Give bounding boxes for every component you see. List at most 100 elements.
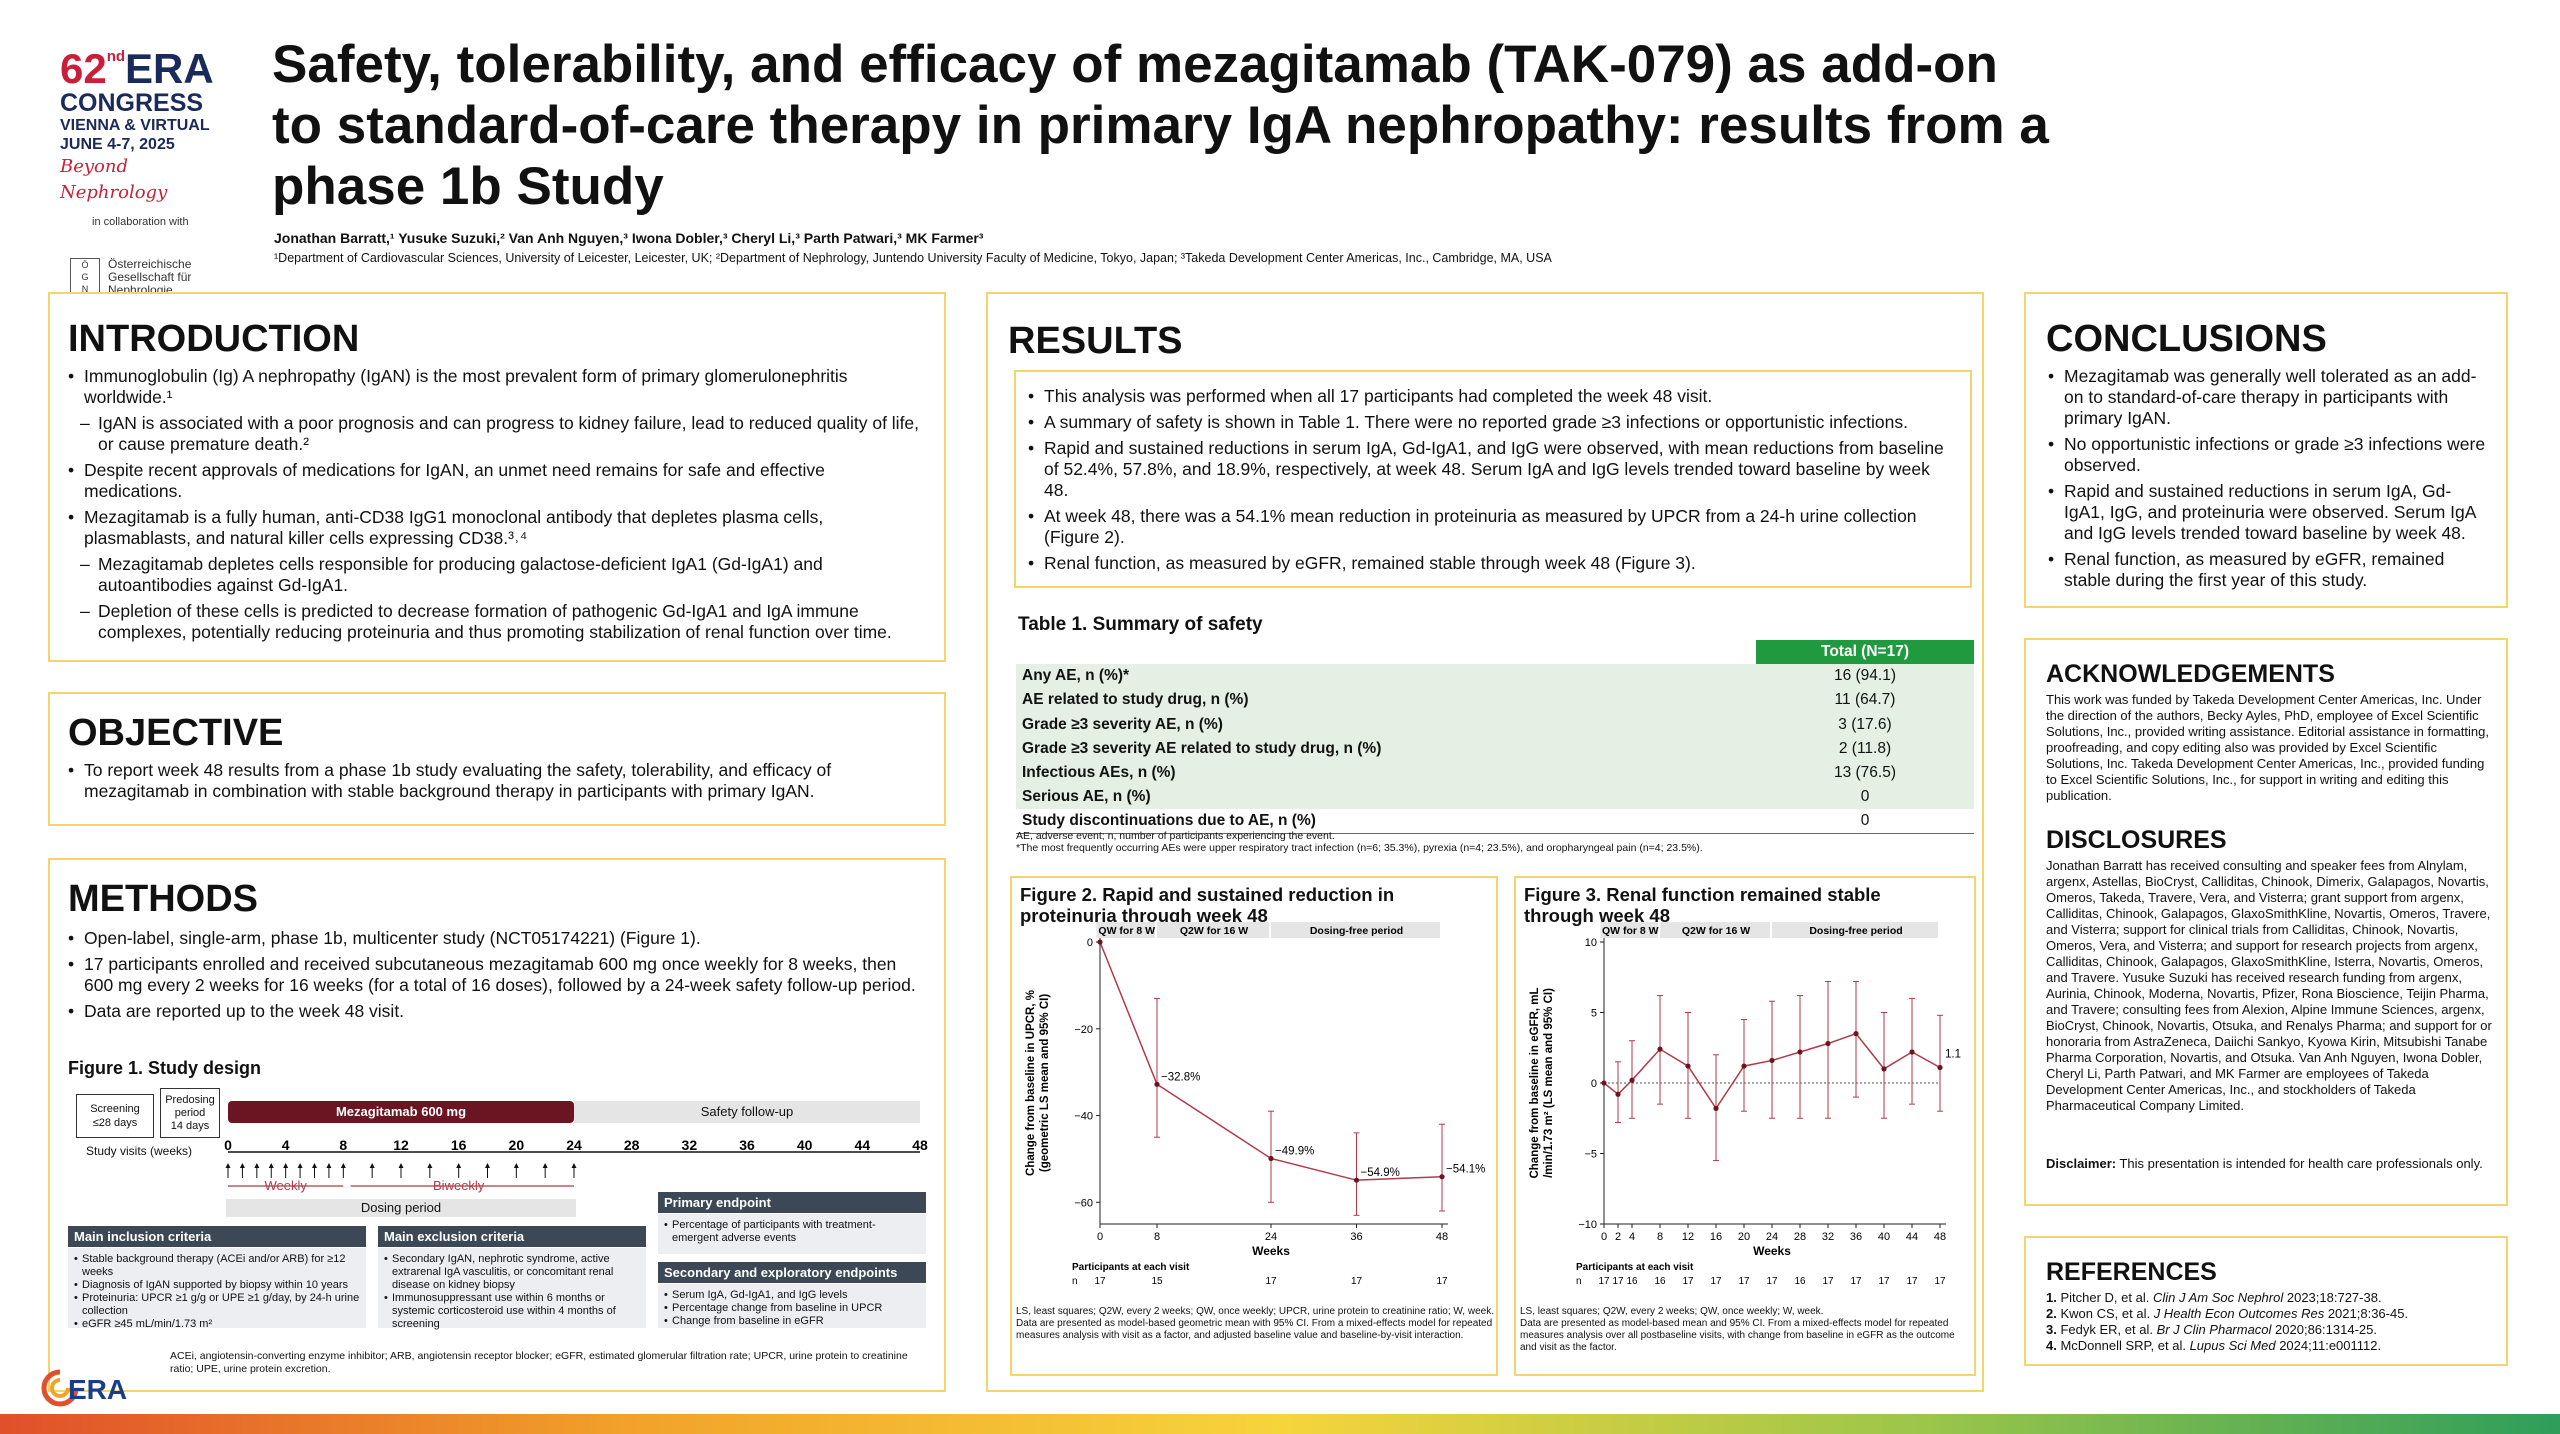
y-tick-label: −40: [1074, 1111, 1093, 1123]
x-tick-label: 8: [1657, 1231, 1663, 1243]
x-tick-label: 32: [1822, 1231, 1834, 1243]
references-panel: REFERENCES 1. Pitcher D, et al. Clin J A…: [2024, 1236, 2508, 1366]
table-row: AE related to study drug, n (%) 11 (64.7): [1016, 688, 1974, 713]
dose-arrow-head: [571, 1163, 577, 1168]
congress-logo: 62ndERA CONGRESS VIENNA & VIRTUAL JUNE 4…: [60, 36, 240, 298]
figure2-panel: Figure 2. Rapid and sustained reduction …: [1010, 876, 1498, 1376]
participants-n-label: n: [1072, 1276, 1078, 1287]
dose-arrow-head: [225, 1163, 231, 1168]
list-item: At week 48, there was a 54.1% mean reduc…: [1028, 506, 1958, 548]
data-point: [1353, 1177, 1360, 1183]
data-point: [1881, 1066, 1887, 1072]
x-tick-label: 2: [1615, 1231, 1621, 1243]
x-tick-label: 48: [1436, 1231, 1448, 1243]
row-value: 0: [1860, 812, 1870, 830]
table1-footnote2: *The most frequently occurring AEs were …: [1016, 842, 1703, 854]
conclusions-title: CONCLUSIONS: [2046, 318, 2327, 360]
data-label: 1.1: [1945, 1048, 1961, 1060]
conclusions-list: Mezagitamab was generally well tolerated…: [2048, 366, 2488, 596]
results-list: This analysis was performed when all 17 …: [1028, 386, 1958, 579]
ref-citation: 2024;11:e001112.: [2275, 1338, 2382, 1353]
x-tick-label: 24: [1766, 1231, 1778, 1243]
row-value: 2 (11.8): [1838, 739, 1892, 757]
figure1-title: Figure 1. Study design: [68, 1058, 262, 1078]
week-tick-label: 36: [739, 1138, 755, 1153]
results-panel: RESULTS This analysis was performed when…: [986, 292, 1984, 1392]
list-item: Percentage of participants with treatmen…: [664, 1219, 920, 1245]
visits-label: Study visits (weeks): [86, 1144, 193, 1158]
week-tick-label: 32: [682, 1138, 698, 1153]
list-item: Stable background therapy (ACEi and/or A…: [74, 1253, 360, 1279]
phase-bar: [1660, 922, 1770, 938]
figure3-chart: QW for 8 W Q2W for 16 W Dosing-free period…: [1529, 922, 1961, 1287]
participants-count: 17: [1822, 1276, 1834, 1287]
phase-bar: [1271, 922, 1440, 938]
week-tick-label: 12: [393, 1138, 409, 1153]
week-tick-label: 40: [797, 1138, 813, 1153]
y-tick-label: 5: [1591, 1008, 1597, 1020]
row-value: 16 (94.1): [1833, 667, 1897, 685]
data-point: [1937, 1064, 1943, 1071]
x-tick-label: 40: [1878, 1231, 1890, 1243]
data-point: [1601, 1080, 1607, 1086]
screening-duration: ≤28 days: [92, 1117, 138, 1129]
x-tick-label: 0: [1601, 1231, 1607, 1243]
list-item: Serum IgA, Gd-IgA1, and IgG levels: [664, 1289, 920, 1302]
exclusion-list: Secondary IgAN, nephrotic syndrome, acti…: [378, 1248, 646, 1330]
table1-title: Table 1. Summary of safety: [1018, 614, 1263, 635]
list-item: Renal function, as measured by eGFR, rem…: [2048, 549, 2488, 591]
screening-box: Screening ≤28 days: [76, 1094, 154, 1138]
reference-item: 2. Kwon CS, et al. J Health Econ Outcome…: [2046, 1306, 2492, 1322]
introduction-title: INTRODUCTION: [68, 318, 360, 360]
x-tick-label: 0: [1097, 1231, 1103, 1243]
society-line: Österreichische: [108, 257, 192, 271]
week-tick-label: 8: [339, 1138, 347, 1153]
biweekly-label: Biweekly: [433, 1178, 485, 1193]
ref-journal: Clin J Am Soc Nephrol: [2152, 1290, 2284, 1305]
data-label: −54.9%: [1361, 1167, 1400, 1179]
title-line: to standard-of-care therapy in primary I…: [272, 96, 2049, 155]
x-tick-label: 44: [1906, 1231, 1918, 1243]
x-axis-label: Weeks: [1252, 1244, 1290, 1258]
participants-count: 17: [1738, 1276, 1750, 1287]
dose-arrow-head: [283, 1163, 289, 1168]
y-tick-label: −20: [1074, 1024, 1093, 1036]
list-item: Immunoglobulin (Ig) A nephropathy (IgAN)…: [68, 366, 928, 408]
congress-number: 62: [60, 45, 107, 92]
list-item: Mezagitamab is a fully human, anti-CD38 …: [68, 507, 928, 549]
ref-journal: J Health Econ Outcomes Res: [2153, 1306, 2325, 1321]
safety-table: Total (N=17) Any AE, n (%)* 16 (94.1) AE …: [1016, 640, 1974, 834]
y-tick-label: 10: [1585, 937, 1597, 949]
dose-arrow-head: [268, 1163, 274, 1168]
data-point: [1853, 1031, 1859, 1037]
reference-item: 1. Pitcher D, et al. Clin J Am Soc Nephr…: [2046, 1290, 2492, 1306]
row-label: Study discontinuations due to AE, n (%): [1022, 812, 1316, 830]
participants-n-label: n: [1576, 1276, 1582, 1287]
data-point: [1154, 1081, 1160, 1087]
disclosures-title: DISCLOSURES: [2046, 826, 2227, 854]
footnote-line: LS, least squares; Q2W, every 2 weeks; Q…: [1520, 1306, 1824, 1317]
ref-authors: McDonnell SRP, et al.: [2060, 1338, 2190, 1353]
list-item: Rapid and sustained reductions in serum …: [2048, 481, 2488, 544]
figure2-title: Figure 2. Rapid and sustained reduction …: [1020, 884, 1395, 926]
row-value: 0: [1860, 788, 1870, 806]
list-item: Rapid and sustained reductions in serum …: [1028, 438, 1958, 501]
era-footer-logo: ERA: [40, 1368, 130, 1408]
data-point: [1825, 1040, 1831, 1047]
participants-count: 17: [1710, 1276, 1722, 1287]
dose-arrow-head: [239, 1163, 245, 1168]
phase-label: QW for 8 W: [1098, 925, 1155, 937]
x-tick-label: 36: [1850, 1231, 1862, 1243]
list-item: Mezagitamab was generally well tolerated…: [2048, 366, 2488, 429]
secondary-endpoint-list: Serum IgA, Gd-IgA1, and IgG levels Perce…: [658, 1284, 926, 1328]
list-item: Despite recent approvals of medications …: [68, 460, 928, 502]
row-value: 3 (17.6): [1838, 715, 1892, 733]
table-row: Serious AE, n (%) 0: [1016, 785, 1974, 810]
y-tick-label: −5: [1584, 1149, 1597, 1161]
figure2-footnote: LS, least squares; Q2W, every 2 weeks; Q…: [1016, 1306, 1494, 1342]
x-tick-label: 48: [1934, 1231, 1946, 1243]
data-point: [1657, 1046, 1663, 1052]
disclaimer-label: Disclaimer:: [2046, 1156, 2117, 1171]
row-value: 11 (64.7): [1834, 691, 1896, 709]
